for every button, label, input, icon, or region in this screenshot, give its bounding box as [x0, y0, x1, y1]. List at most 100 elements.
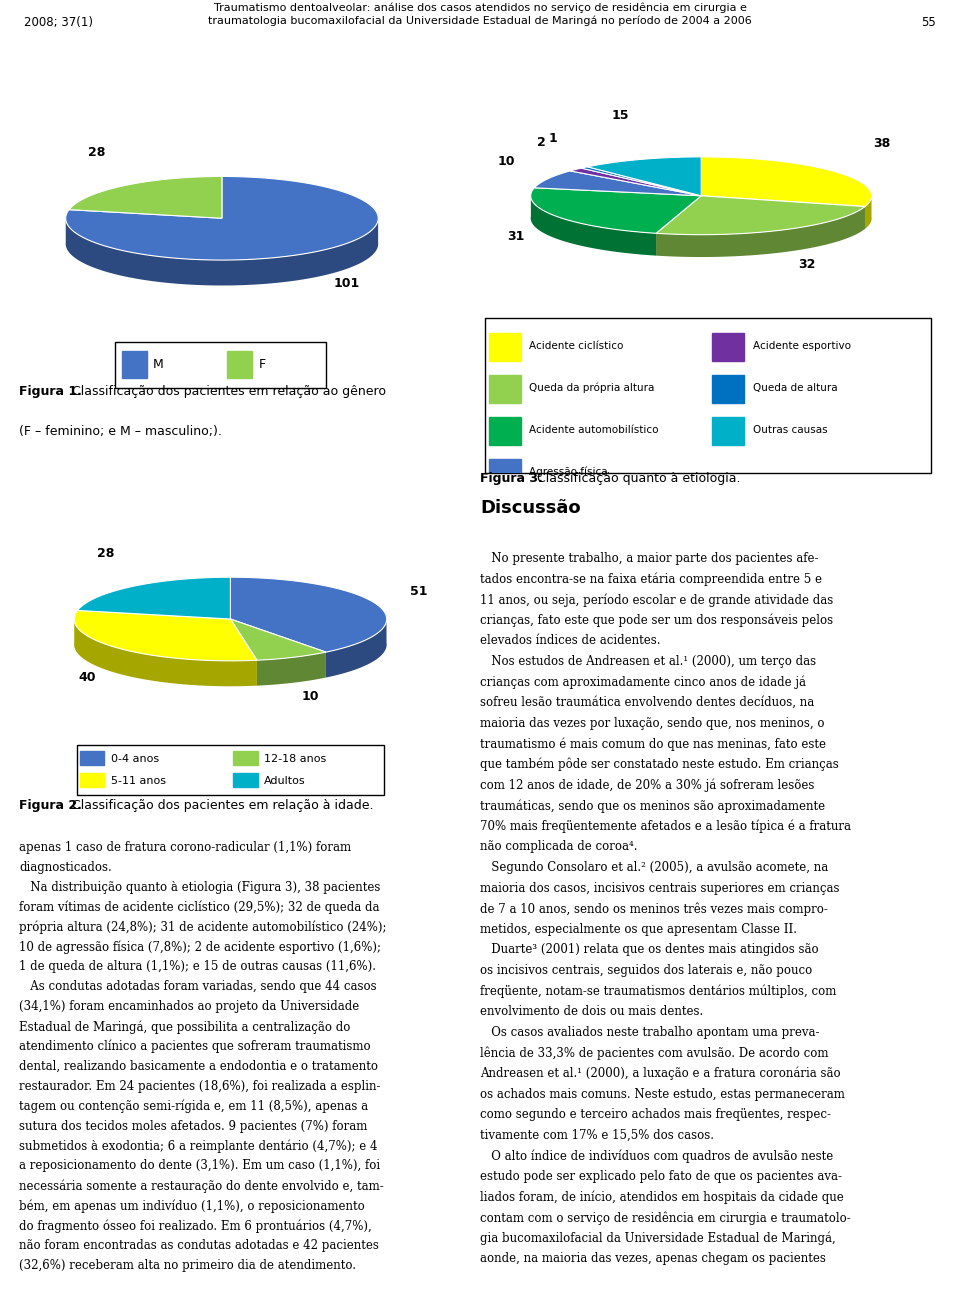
Text: liados foram, de início, atendidos em hospitais da cidade que: liados foram, de início, atendidos em ho… — [480, 1190, 844, 1204]
Text: Estadual de Maringá, que possibilita a centralização do: Estadual de Maringá, que possibilita a c… — [19, 1020, 350, 1034]
Text: Figura 3.: Figura 3. — [480, 472, 542, 485]
Text: Acidente esportivo: Acidente esportivo — [753, 340, 851, 351]
Polygon shape — [74, 611, 257, 661]
Text: 1: 1 — [548, 133, 557, 146]
Text: 1 de queda de altura (1,1%); e 15 de outras causas (11,6%).: 1 de queda de altura (1,1%); e 15 de out… — [19, 961, 376, 974]
Text: Traumatismo dentoalveolar: análise dos casos atendidos no serviço de residência : Traumatismo dentoalveolar: análise dos c… — [208, 3, 752, 25]
Text: Duarte³ (2001) relata que os dentes mais atingidos são: Duarte³ (2001) relata que os dentes mais… — [480, 943, 819, 957]
Text: lência de 33,3% de pacientes com avulsão. De acordo com: lência de 33,3% de pacientes com avulsão… — [480, 1046, 828, 1060]
Polygon shape — [582, 167, 701, 196]
Text: 51: 51 — [410, 585, 427, 598]
Text: Discussão: Discussão — [480, 499, 581, 518]
Text: 12-18 anos: 12-18 anos — [264, 754, 326, 763]
Text: 10: 10 — [497, 155, 515, 168]
Text: do fragmento ósseo foi realizado. Em 6 prontuários (4,7%),: do fragmento ósseo foi realizado. Em 6 p… — [19, 1219, 372, 1233]
Bar — [490, 418, 520, 445]
Text: (F – feminino; e M – masculino;).: (F – feminino; e M – masculino;). — [19, 424, 222, 438]
Text: não complicada de coroa⁴.: não complicada de coroa⁴. — [480, 841, 637, 853]
Text: 38: 38 — [873, 138, 890, 150]
Text: Agressão física: Agressão física — [530, 466, 608, 477]
Text: 40: 40 — [79, 671, 96, 685]
Bar — [490, 459, 520, 487]
Text: 2008; 37(1): 2008; 37(1) — [24, 16, 93, 29]
Text: 2: 2 — [538, 137, 546, 150]
Text: própria altura (24,8%); 31 de acidente automobilístico (24%);: própria altura (24,8%); 31 de acidente a… — [19, 921, 387, 934]
Text: 55: 55 — [922, 16, 936, 29]
Bar — [712, 418, 744, 445]
Text: 10: 10 — [301, 690, 319, 703]
Polygon shape — [257, 652, 325, 686]
Text: restaurador. Em 24 pacientes (18,6%), foi realizada a esplin-: restaurador. Em 24 pacientes (18,6%), fo… — [19, 1080, 381, 1093]
Bar — [490, 376, 520, 403]
Text: a reposicionamento do dente (3,1%). Em um caso (1,1%), foi: a reposicionamento do dente (3,1%). Em u… — [19, 1159, 380, 1172]
Polygon shape — [531, 188, 701, 234]
Text: Os casos avaliados neste trabalho apontam uma preva-: Os casos avaliados neste trabalho aponta… — [480, 1026, 820, 1039]
Text: maioria dos casos, incisivos centrais superiores em crianças: maioria dos casos, incisivos centrais su… — [480, 882, 839, 895]
Text: 101: 101 — [334, 277, 360, 290]
Text: como segundo e terceiro achados mais freqüentes, respec-: como segundo e terceiro achados mais fre… — [480, 1108, 831, 1121]
Text: crianças, fato este que pode ser um dos responsáveis pelos: crianças, fato este que pode ser um dos … — [480, 614, 833, 627]
Text: tados encontra-se na faixa etária compreendida entre 5 e: tados encontra-se na faixa etária compre… — [480, 573, 822, 586]
Text: 0-4 anos: 0-4 anos — [110, 754, 158, 763]
Text: aonde, na maioria das vezes, apenas chegam os pacientes: aonde, na maioria das vezes, apenas cheg… — [480, 1252, 826, 1265]
Text: contam com o serviço de residência em cirurgia e traumatolo-: contam com o serviço de residência em ci… — [480, 1212, 851, 1225]
Text: F: F — [259, 359, 266, 371]
Text: 15: 15 — [612, 109, 629, 122]
Polygon shape — [570, 168, 701, 196]
Polygon shape — [531, 194, 656, 256]
Text: Queda de altura: Queda de altura — [753, 382, 837, 393]
Polygon shape — [535, 171, 701, 196]
Text: Adultos: Adultos — [264, 777, 306, 786]
Text: os incisivos centrais, seguidos dos laterais e, não pouco: os incisivos centrais, seguidos dos late… — [480, 964, 812, 976]
Text: No presente trabalho, a maior parte dos pacientes afe-: No presente trabalho, a maior parte dos … — [480, 552, 819, 565]
Polygon shape — [230, 577, 387, 652]
Bar — [712, 376, 744, 403]
Text: estudo pode ser explicado pelo fato de que os pacientes ava-: estudo pode ser explicado pelo fato de q… — [480, 1169, 842, 1183]
Text: envolvimento de dois ou mais dentes.: envolvimento de dois ou mais dentes. — [480, 1005, 704, 1018]
Polygon shape — [865, 194, 872, 229]
Text: Segundo Consolaro et al.² (2005), a avulsão acomete, na: Segundo Consolaro et al.² (2005), a avul… — [480, 861, 828, 874]
Text: Queda da própria altura: Queda da própria altura — [530, 382, 655, 393]
Text: Acidente automobilístico: Acidente automobilístico — [530, 424, 659, 435]
Bar — [712, 334, 744, 361]
Polygon shape — [325, 618, 387, 678]
Text: necessária somente a restauração do dente envolvido e, tam-: necessária somente a restauração do dent… — [19, 1179, 384, 1193]
Text: Nos estudos de Andreasen et al.¹ (2000), um terço das: Nos estudos de Andreasen et al.¹ (2000),… — [480, 654, 816, 668]
Text: dental, realizando basicamente a endodontia e o tratamento: dental, realizando basicamente a endodon… — [19, 1060, 378, 1072]
Text: diagnosticados.: diagnosticados. — [19, 861, 112, 874]
Text: sutura dos tecidos moles afetados. 9 pacientes (7%) foram: sutura dos tecidos moles afetados. 9 pac… — [19, 1120, 368, 1133]
Text: 11 anos, ou seja, período escolar e de grande atividade das: 11 anos, ou seja, período escolar e de g… — [480, 593, 833, 607]
Text: 32: 32 — [799, 258, 816, 271]
Polygon shape — [656, 206, 865, 258]
Text: Classificação quanto à etiologia.: Classificação quanto à etiologia. — [533, 472, 740, 485]
Text: metidos, especialmente os que apresentam Classe II.: metidos, especialmente os que apresentam… — [480, 922, 797, 936]
Text: M: M — [154, 359, 164, 371]
Text: sofreu lesão traumática envolvendo dentes decíduos, na: sofreu lesão traumática envolvendo dente… — [480, 696, 814, 710]
Text: foram vítimas de acidente ciclístico (29,5%); 32 de queda da: foram vítimas de acidente ciclístico (29… — [19, 900, 380, 915]
Polygon shape — [588, 156, 701, 196]
Text: tivamente com 17% e 15,5% dos casos.: tivamente com 17% e 15,5% dos casos. — [480, 1129, 714, 1142]
Text: com 12 anos de idade, de 20% a 30% já sofreram lesões: com 12 anos de idade, de 20% a 30% já so… — [480, 778, 814, 792]
Text: Na distribuição quanto à etiologia (Figura 3), 38 pacientes: Na distribuição quanto à etiologia (Figu… — [19, 880, 380, 894]
Text: 31: 31 — [508, 230, 525, 243]
Text: 70% mais freqüentemente afetados e a lesão típica é a fratura: 70% mais freqüentemente afetados e a les… — [480, 820, 851, 833]
Text: crianças com aproximadamente cinco anos de idade já: crianças com aproximadamente cinco anos … — [480, 675, 806, 689]
Text: elevados índices de acidentes.: elevados índices de acidentes. — [480, 635, 660, 648]
Polygon shape — [230, 619, 325, 660]
Polygon shape — [65, 217, 378, 285]
Text: apenas 1 caso de fratura corono-radicular (1,1%) foram: apenas 1 caso de fratura corono-radicula… — [19, 841, 351, 854]
Text: Andreasen et al.¹ (2000), a luxação e a fratura coronária são: Andreasen et al.¹ (2000), a luxação e a … — [480, 1067, 841, 1080]
Text: submetidos à exodontia; 6 a reimplante dentário (4,7%); e 4: submetidos à exodontia; 6 a reimplante d… — [19, 1139, 377, 1152]
Text: não foram encontradas as condutas adotadas e 42 pacientes: não foram encontradas as condutas adotad… — [19, 1239, 379, 1252]
Polygon shape — [656, 196, 865, 235]
Polygon shape — [69, 176, 222, 218]
Text: O alto índice de indivíduos com quadros de avulsão neste: O alto índice de indivíduos com quadros … — [480, 1150, 833, 1163]
Text: Figura 1.: Figura 1. — [19, 385, 82, 398]
Text: traumatismo é mais comum do que nas meninas, fato este: traumatismo é mais comum do que nas meni… — [480, 737, 826, 750]
Bar — [233, 773, 258, 787]
Text: tagem ou contenção semi-rígida e, em 11 (8,5%), apenas a: tagem ou contenção semi-rígida e, em 11 … — [19, 1100, 369, 1113]
Text: freqüente, notam-se traumatismos dentários múltiplos, com: freqüente, notam-se traumatismos dentári… — [480, 984, 836, 999]
Text: 10 de agressão física (7,8%); 2 de acidente esportivo (1,6%);: 10 de agressão física (7,8%); 2 de acide… — [19, 941, 381, 954]
Text: os achados mais comuns. Neste estudo, estas permaneceram: os achados mais comuns. Neste estudo, es… — [480, 1088, 845, 1101]
Text: bém, em apenas um indivíduo (1,1%), o reposicionamento: bém, em apenas um indivíduo (1,1%), o re… — [19, 1200, 365, 1213]
